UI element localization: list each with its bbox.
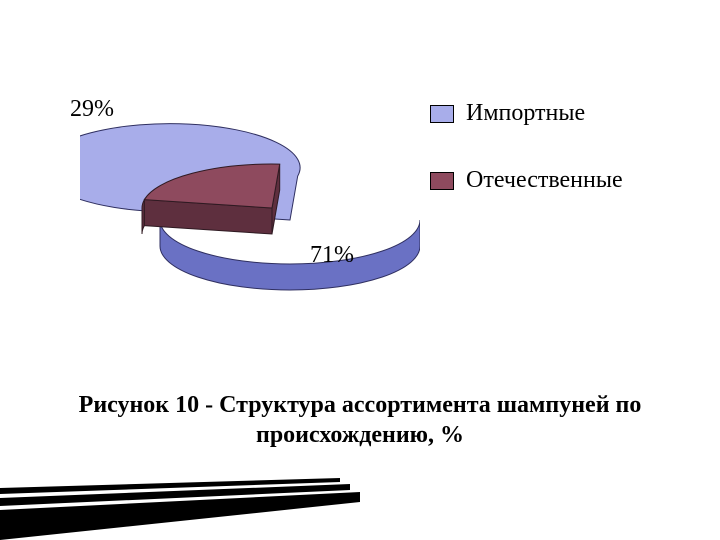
slide-decor-stripes xyxy=(0,450,720,540)
pie-chart-svg xyxy=(80,90,420,310)
legend-label-imported: Импортные xyxy=(466,100,585,127)
legend-item-domestic: Отечественные xyxy=(430,167,623,194)
pct-label-imported: 71% xyxy=(310,242,354,269)
legend-label-domestic: Отечественные xyxy=(466,167,623,194)
pct-label-domestic: 29% xyxy=(70,96,114,123)
figure-caption: Рисунок 10 - Структура ассортимента шамп… xyxy=(0,390,720,450)
pie-chart: 29% 71% xyxy=(80,90,400,250)
legend-swatch-imported xyxy=(430,105,454,123)
legend-swatch-domestic xyxy=(430,172,454,190)
legend-item-imported: Импортные xyxy=(430,100,623,127)
caption-line1: Рисунок 10 - Структура ассортимента шамп… xyxy=(79,392,642,418)
legend: Импортные Отечественные xyxy=(430,100,623,234)
caption-line2: происхождению, % xyxy=(256,422,464,448)
pie-slice-imported-side xyxy=(160,220,420,290)
